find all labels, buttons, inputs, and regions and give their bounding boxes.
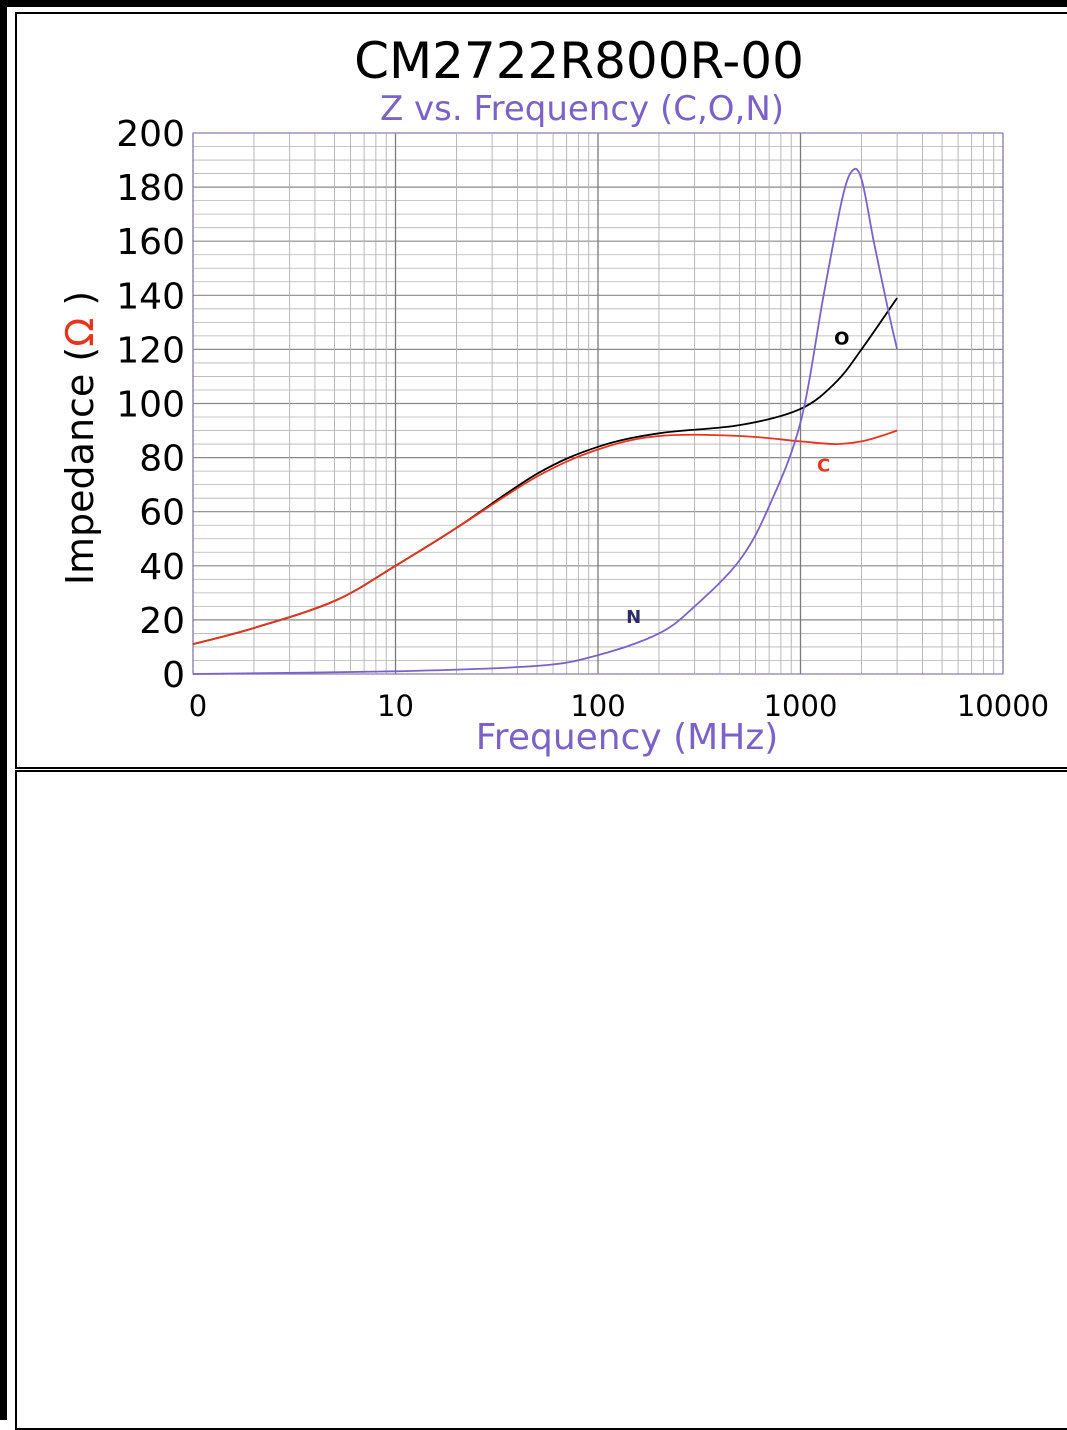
x-tick-label: 10000 bbox=[957, 689, 1049, 723]
plot-area bbox=[192, 132, 1004, 675]
x-tick-labels: 0 10 100 1000 10000 bbox=[189, 689, 1049, 723]
y-tick-label: 200 bbox=[116, 114, 185, 155]
x-axis-label: Frequency (MHz) bbox=[476, 717, 779, 758]
series-lines bbox=[192, 167, 898, 675]
chart-subtitle: Z vs. Frequency (C,O,N) bbox=[380, 89, 784, 129]
x-tick-label: 10 bbox=[377, 689, 414, 723]
series-line-n bbox=[192, 167, 898, 675]
impedance-chart: CM2722R800R-00 Z vs. Frequency (C,O,N) 0… bbox=[58, 32, 1049, 758]
y-tick-label: 0 bbox=[162, 655, 185, 696]
y-tick-labels: 0 20 40 60 80 100 120 140 160 180 200 bbox=[116, 114, 185, 696]
x-tick-label: 100 bbox=[570, 689, 625, 723]
y-tick-label: 60 bbox=[139, 493, 185, 534]
chart-title: CM2722R800R-00 bbox=[354, 32, 804, 90]
y-tick-label: 180 bbox=[116, 168, 185, 209]
y-axis-label: Impedance (Ω ) bbox=[58, 291, 102, 585]
x-tick-label: 1000 bbox=[764, 689, 838, 723]
empty-panel bbox=[15, 770, 1067, 1430]
x-tick-label: 0 bbox=[189, 689, 207, 723]
y-tick-label: 140 bbox=[116, 276, 185, 317]
series-label-n: N bbox=[626, 607, 641, 628]
series-label-o: O bbox=[834, 329, 849, 350]
y-axis-label-unit: Ω bbox=[58, 318, 102, 347]
y-tick-label: 160 bbox=[116, 222, 185, 263]
series-line-c bbox=[192, 429, 898, 646]
chart-panel: CM2722R800R-00 Z vs. Frequency (C,O,N) 0… bbox=[15, 12, 1067, 769]
series-labels: O C N bbox=[626, 329, 849, 629]
y-tick-label: 40 bbox=[139, 547, 185, 588]
y-axis-label-prefix: Impedance ( bbox=[58, 347, 102, 585]
y-tick-label: 20 bbox=[139, 601, 185, 642]
series-label-c: C bbox=[817, 456, 830, 477]
y-axis-label-suffix: ) bbox=[58, 291, 102, 318]
y-tick-label: 120 bbox=[116, 330, 185, 371]
y-tick-label: 80 bbox=[139, 439, 185, 480]
chart-grid bbox=[192, 132, 1004, 675]
y-tick-label: 100 bbox=[116, 385, 185, 426]
